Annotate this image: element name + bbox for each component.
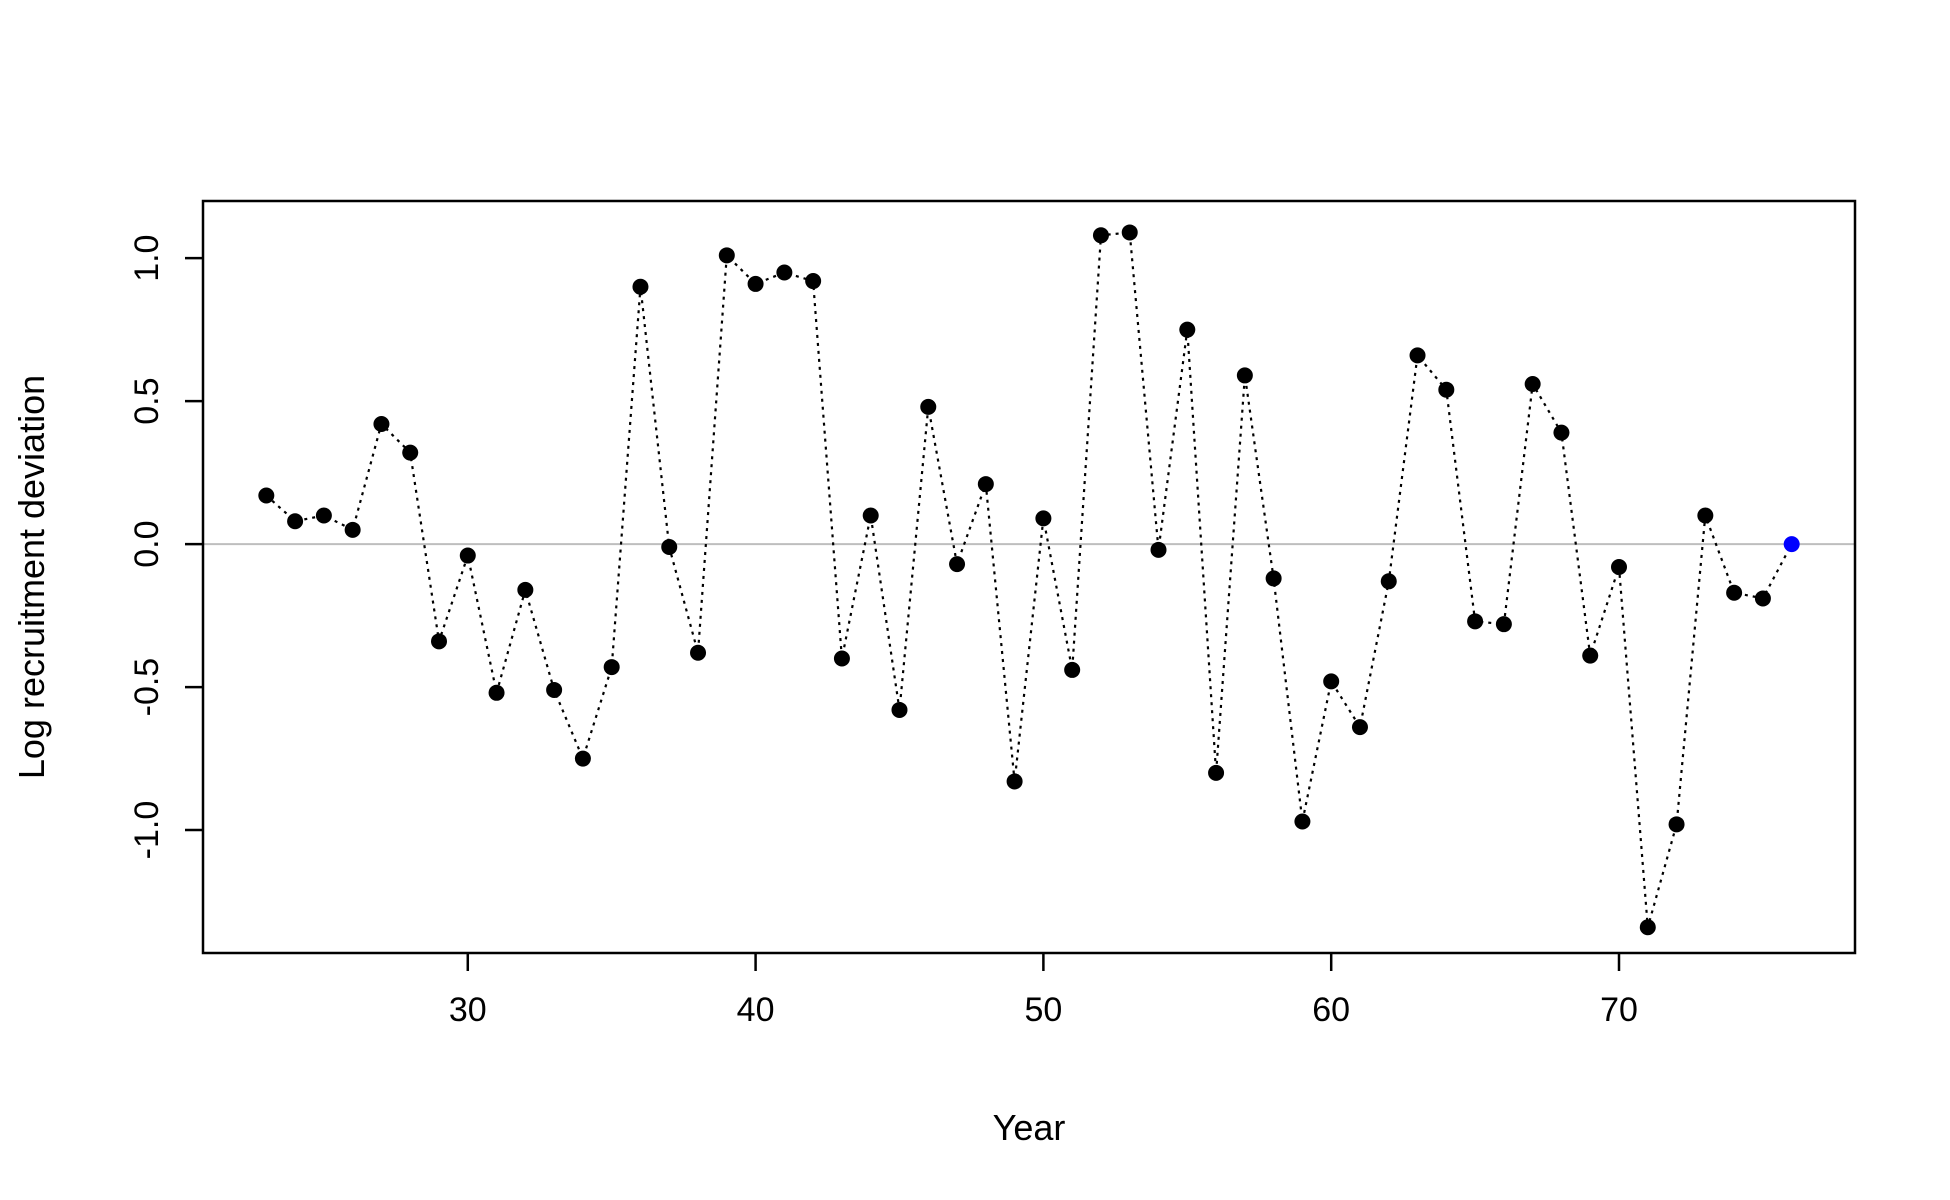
data-point	[1150, 541, 1167, 558]
final-data-point	[1783, 536, 1800, 553]
data-point	[1092, 227, 1109, 244]
data-point	[1121, 224, 1138, 241]
data-point	[862, 507, 879, 524]
data-point	[1323, 673, 1340, 690]
data-point	[1380, 573, 1397, 590]
data-point	[1409, 347, 1426, 364]
x-axis: 30 40 50 60 70	[449, 953, 1638, 1029]
data-point	[546, 681, 563, 698]
data-point	[1639, 919, 1656, 936]
data-point	[344, 521, 361, 538]
data-point	[1697, 507, 1714, 524]
data-point	[1582, 647, 1599, 664]
data-point	[690, 644, 707, 661]
data-point	[1064, 661, 1081, 678]
data-point	[517, 581, 534, 598]
data-point	[920, 398, 937, 415]
data-point	[603, 659, 620, 676]
series-line-layer	[265, 231, 1793, 928]
data-point	[1351, 719, 1368, 736]
data-point	[949, 556, 966, 573]
data-point	[747, 275, 764, 292]
y-axis-label: Log recruitment deviation	[11, 375, 52, 779]
data-point	[1611, 558, 1627, 575]
points-layer	[258, 224, 1800, 936]
data-point	[661, 538, 678, 555]
x-tick-label: 30	[449, 991, 487, 1029]
data-point	[1438, 381, 1455, 398]
data-point	[459, 547, 476, 564]
data-point	[1035, 510, 1052, 527]
data-point	[776, 264, 793, 281]
y-tick-label: -0.5	[128, 658, 166, 717]
data-point	[1553, 424, 1570, 441]
x-tick-label: 70	[1600, 991, 1638, 1029]
data-point	[718, 247, 735, 264]
data-point	[833, 650, 850, 667]
data-point	[1754, 590, 1771, 607]
data-point	[1179, 321, 1196, 338]
data-point	[1294, 813, 1311, 830]
data-point	[1668, 816, 1685, 833]
data-point	[431, 633, 447, 650]
data-point	[287, 513, 304, 530]
plot-frame	[201, 199, 1857, 955]
data-point	[315, 507, 332, 524]
data-point	[488, 684, 505, 701]
series-line	[265, 231, 1793, 928]
y-tick-label: 1.0	[128, 235, 166, 282]
data-point	[258, 487, 275, 504]
data-point	[1208, 764, 1225, 781]
data-point	[891, 701, 908, 718]
data-point	[1467, 613, 1484, 630]
x-axis-label: Year	[993, 1107, 1066, 1148]
y-tick-label: 0.5	[128, 378, 166, 425]
data-point	[402, 444, 419, 461]
x-tick-label: 40	[737, 991, 775, 1029]
data-point	[574, 750, 591, 767]
x-tick-label: 60	[1312, 991, 1350, 1029]
data-point	[1236, 367, 1253, 384]
data-point	[1524, 375, 1541, 392]
data-point	[1495, 616, 1512, 633]
data-point	[977, 476, 994, 493]
x-tick-label: 50	[1024, 991, 1062, 1029]
data-point	[1726, 584, 1743, 601]
data-point	[373, 416, 390, 433]
data-point	[632, 278, 649, 295]
y-tick-label: -1.0	[128, 801, 166, 860]
y-axis: -1.0 -0.5 0.0 0.5 1.0	[128, 235, 203, 860]
y-tick-label: 0.0	[128, 520, 166, 567]
data-point	[805, 273, 822, 290]
data-point	[1265, 570, 1282, 587]
data-point	[1006, 773, 1023, 790]
